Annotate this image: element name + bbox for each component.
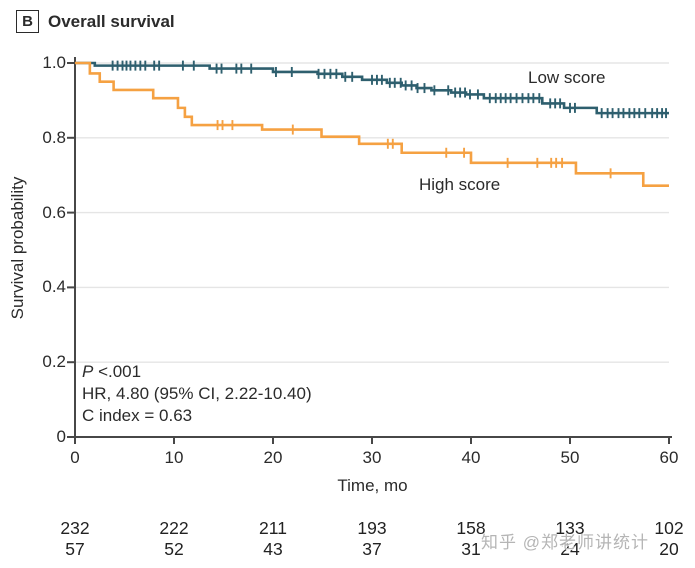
risk-count-low-score: 133 — [555, 518, 585, 538]
risk-count-low-score: 158 — [456, 518, 486, 538]
watermark: 知乎 @郑老师讲统计 — [481, 533, 649, 552]
risk-count-high-score: 31 — [461, 539, 481, 559]
x-tick-label: 50 — [560, 448, 580, 467]
y-tick-label: 0.8 — [42, 127, 66, 147]
low-score-curve — [75, 61, 669, 115]
x-tick-label: 10 — [164, 448, 184, 467]
hazard-ratio-line: HR, 4.80 (95% CI, 2.22-10.40) — [82, 384, 312, 403]
risk-count-low-score: 211 — [259, 518, 287, 538]
y-tick-label: 0.4 — [42, 277, 66, 297]
risk-count-low-score: 222 — [159, 518, 189, 538]
high-score-curve — [75, 61, 669, 187]
risk-count-low-score: 193 — [357, 518, 387, 538]
p-value-line: P <.001 — [82, 362, 142, 381]
risk-count-low-score: 232 — [60, 518, 90, 538]
risk-count-high-score: 24 — [560, 539, 580, 559]
risk-count-high-score: 20 — [659, 539, 679, 559]
risk-count-high-score: 43 — [263, 539, 283, 559]
x-tick-label: 20 — [263, 448, 283, 467]
x-tick-label: 60 — [659, 448, 679, 467]
x-tick-label: 40 — [461, 448, 481, 467]
y-tick-label: 0.2 — [42, 352, 66, 372]
c-index-line: C index = 0.63 — [82, 406, 193, 425]
y-tick-label: 0 — [56, 427, 66, 446]
risk-count-high-score: 57 — [65, 539, 85, 559]
panel-title: Overall survival — [48, 12, 175, 31]
y-axis-label: Survival probability — [8, 176, 27, 320]
y-tick-label: 0.6 — [42, 202, 66, 222]
risk-count-high-score: 37 — [362, 539, 382, 559]
y-tick-label: 1.0 — [42, 53, 66, 72]
x-tick-label: 0 — [70, 448, 80, 467]
risk-count-low-score: 102 — [654, 518, 684, 538]
stats-block: P <.001 HR, 4.80 (95% CI, 2.22-10.40) C … — [82, 361, 312, 427]
legend-high-score: High score — [419, 175, 501, 194]
x-tick-label: 30 — [362, 448, 382, 467]
x-axis-label: Time, mo — [337, 476, 408, 495]
risk-count-high-score: 52 — [164, 539, 184, 559]
legend-low-score: Low score — [528, 68, 606, 87]
panel-tag: B — [16, 10, 39, 33]
